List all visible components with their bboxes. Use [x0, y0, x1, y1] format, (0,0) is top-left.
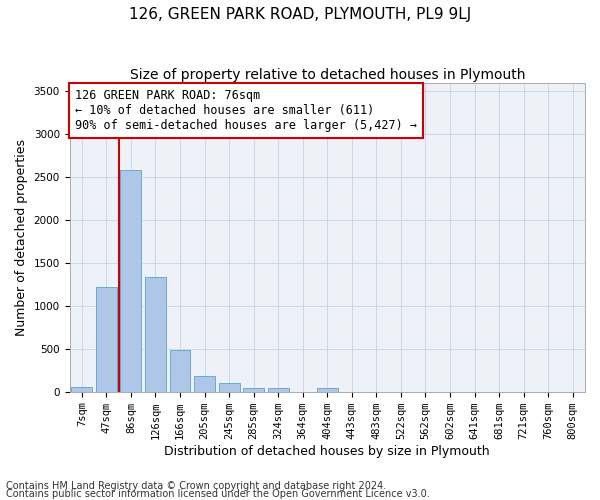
- Text: 126, GREEN PARK ROAD, PLYMOUTH, PL9 9LJ: 126, GREEN PARK ROAD, PLYMOUTH, PL9 9LJ: [129, 8, 471, 22]
- Text: Contains HM Land Registry data © Crown copyright and database right 2024.: Contains HM Land Registry data © Crown c…: [6, 481, 386, 491]
- Bar: [218, 383, 239, 392]
- Text: Contains public sector information licensed under the Open Government Licence v3: Contains public sector information licen…: [6, 489, 430, 499]
- Bar: [96, 287, 117, 392]
- Text: 126 GREEN PARK ROAD: 76sqm
← 10% of detached houses are smaller (611)
90% of sem: 126 GREEN PARK ROAD: 76sqm ← 10% of deta…: [74, 89, 416, 132]
- Bar: [121, 170, 142, 392]
- Y-axis label: Number of detached properties: Number of detached properties: [15, 138, 28, 336]
- Bar: [170, 350, 190, 392]
- Bar: [243, 388, 264, 392]
- Bar: [268, 388, 289, 392]
- Bar: [71, 387, 92, 392]
- Bar: [194, 376, 215, 392]
- Title: Size of property relative to detached houses in Plymouth: Size of property relative to detached ho…: [130, 68, 525, 82]
- Bar: [145, 276, 166, 392]
- Bar: [317, 388, 338, 392]
- X-axis label: Distribution of detached houses by size in Plymouth: Distribution of detached houses by size …: [164, 444, 490, 458]
